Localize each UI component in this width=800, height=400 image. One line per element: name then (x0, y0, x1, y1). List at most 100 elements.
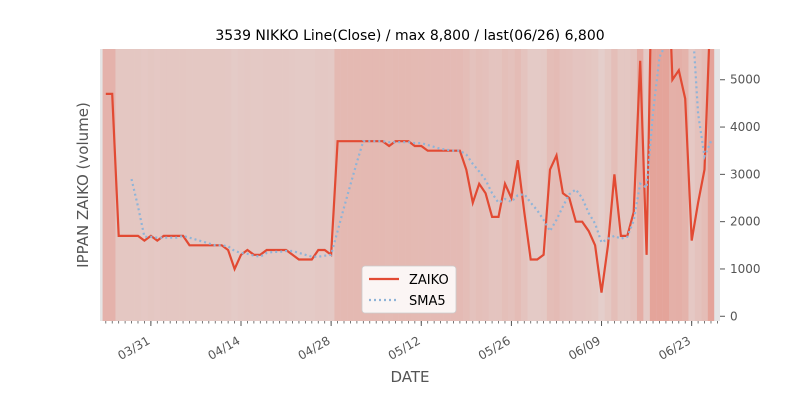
y-tick-label: 4000 (730, 120, 761, 134)
shade-band (385, 49, 393, 321)
shade-band (141, 49, 148, 321)
x-tick-label: 04/14 (206, 333, 243, 362)
shade-band (411, 49, 419, 321)
shade-band (334, 49, 341, 321)
shade-band (250, 49, 258, 321)
shade-band (166, 49, 174, 321)
shade-band (533, 49, 541, 321)
y-axis-label: IPPAN ZAIKO (volume) (74, 102, 92, 268)
shade-band (392, 49, 399, 321)
shade-band (340, 49, 348, 321)
shade-band (559, 49, 567, 321)
legend-label-sma5: SMA5 (409, 294, 446, 309)
x-tick-label: 05/26 (476, 333, 513, 362)
shade-band (212, 49, 219, 321)
shade-band (418, 49, 425, 321)
shade-band (173, 49, 180, 321)
shade-band (237, 49, 245, 321)
volume-shading-bands (102, 49, 715, 321)
shade-band (566, 49, 573, 321)
shade-band (707, 49, 715, 321)
shade-band (540, 49, 547, 321)
shade-band (508, 49, 515, 321)
shade-band (360, 49, 367, 321)
shade-band (134, 49, 142, 321)
shade-band (688, 49, 695, 321)
x-tick-label: 03/31 (115, 333, 152, 362)
shade-band (179, 49, 187, 321)
shade-band (109, 49, 116, 321)
shade-band (630, 49, 637, 321)
shade-band (469, 49, 476, 321)
shade-band (624, 49, 631, 321)
shade-band (366, 49, 373, 321)
shade-band (347, 49, 354, 321)
shade-band (669, 49, 676, 321)
shade-band (443, 49, 451, 321)
shade-band (282, 49, 290, 321)
shade-band (379, 49, 386, 321)
shade-band (186, 49, 193, 321)
shade-band (102, 49, 110, 321)
shade-band (263, 49, 270, 321)
shade-band (662, 49, 670, 321)
shade-band (579, 49, 586, 321)
shade-band (289, 49, 296, 321)
shade-band (160, 49, 167, 321)
shade-band (527, 49, 534, 321)
shade-band (205, 49, 213, 321)
legend: ZAIKO SMA5 (361, 265, 457, 314)
shade-band (224, 49, 232, 321)
shade-band (598, 49, 605, 321)
shade-band (437, 49, 444, 321)
shade-band (115, 49, 122, 321)
shade-band (482, 49, 489, 321)
shade-band (128, 49, 135, 321)
x-axis: 03/31 04/14 04/28 05/12 05/26 06/09 06/23 (105, 321, 718, 363)
shade-band (192, 49, 200, 321)
shade-band (701, 49, 708, 321)
shade-band (463, 49, 470, 321)
shade-band (302, 49, 309, 321)
shade-band (424, 49, 431, 321)
shade-band (617, 49, 625, 321)
shade-band (553, 49, 560, 321)
shade-band (521, 49, 528, 321)
y-axis: 0 1000 2000 3000 4000 5000 (720, 73, 761, 323)
series-layer (105, 49, 713, 293)
x-tick-label: 05/12 (386, 333, 423, 362)
shade-band (257, 49, 264, 321)
shade-band (315, 49, 322, 321)
shade-band (572, 49, 580, 321)
shade-band (372, 49, 380, 321)
shade-band (495, 49, 502, 321)
shade-band (450, 49, 457, 321)
shade-band (405, 49, 412, 321)
y-tick-label: 5000 (730, 73, 761, 87)
x-axis-label: DATE (390, 368, 429, 386)
shade-band (546, 49, 554, 321)
shade-band (321, 49, 328, 321)
shade-band (353, 49, 361, 321)
shade-band (430, 49, 438, 321)
x-tick-label: 06/23 (656, 333, 693, 362)
shade-band (327, 49, 335, 321)
shade-band (649, 49, 657, 321)
shade-band (591, 49, 599, 321)
shade-band (269, 49, 277, 321)
shade-band (604, 49, 612, 321)
shade-band (488, 49, 496, 321)
x-tick-label: 06/09 (566, 333, 603, 362)
legend-label-zaiko: ZAIKO (409, 273, 449, 288)
shade-band (585, 49, 592, 321)
shade-band (656, 49, 663, 321)
shade-band (682, 49, 689, 321)
shade-band (308, 49, 316, 321)
shade-band (514, 49, 522, 321)
y-tick-label: 3000 (730, 167, 761, 181)
chart-title: 3539 NIKKO Line(Close) / max 8,800 / las… (215, 28, 604, 44)
legend-box (361, 265, 457, 314)
shade-band (456, 49, 464, 321)
shade-band (121, 49, 129, 321)
shade-band (694, 49, 702, 321)
